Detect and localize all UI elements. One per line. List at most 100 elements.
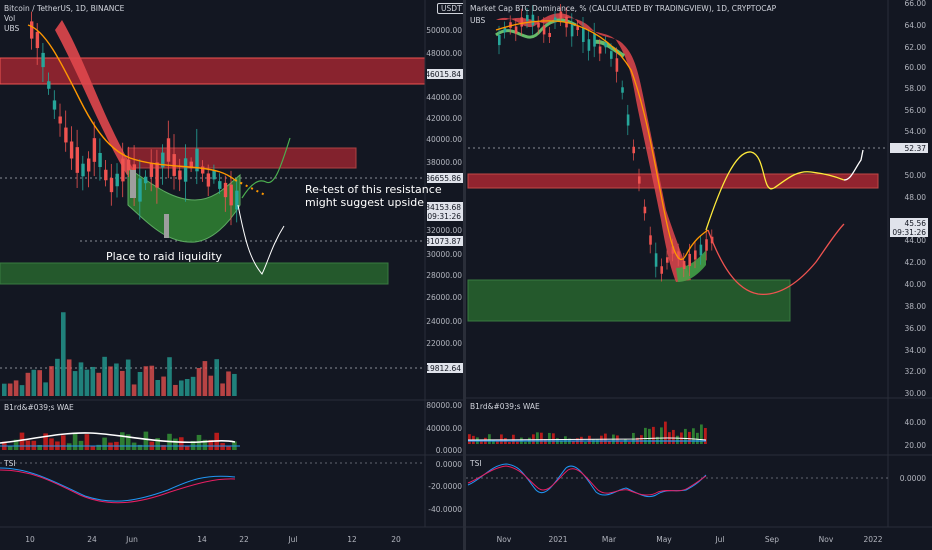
volume-bar (31, 369, 37, 396)
wae-label: B1rd&#039;s WAE (4, 403, 74, 412)
volume-bar (131, 384, 137, 396)
time-axis-tick: Sep (765, 535, 779, 544)
price-axis-tick: 36.00 (905, 324, 927, 333)
candle-body (582, 28, 585, 42)
price-axis-tick: 48000.00 (426, 49, 462, 58)
volume-bar (202, 361, 208, 396)
wae-bar (640, 435, 643, 444)
dominance-candles (498, 3, 714, 282)
wae-bar (564, 436, 567, 444)
time-axis-tick: Nov (819, 535, 834, 544)
dominance-orange-ma (495, 20, 709, 261)
wae-axis-tick: 80000.00 (426, 401, 462, 410)
tsi-axis-tick: 0.0000 (436, 460, 462, 469)
wae-bar (90, 445, 96, 450)
btc-chart-canvas[interactable]: 50000.00 48000.00 44000.00 42000.00 40000.00… (0, 0, 464, 550)
wae-bar (548, 432, 551, 444)
volume-bar (161, 376, 166, 396)
wae-bar (43, 433, 48, 450)
wae-axis-tick: 20.00 (905, 441, 927, 450)
wae-bar (532, 434, 535, 444)
candle-body (121, 158, 125, 182)
wae-histogram (2, 431, 237, 450)
candle-body (87, 158, 91, 172)
candle-body (69, 141, 74, 159)
dominance-ubs-label: UBS (470, 16, 486, 25)
candle-body (542, 25, 546, 35)
wae-bar (31, 440, 37, 450)
wae-bar (596, 439, 599, 444)
volume-bar (149, 365, 155, 396)
tsi-label: TSI (4, 459, 16, 468)
volume-bar (155, 379, 160, 396)
volume-bar (84, 369, 90, 396)
volume-bar (196, 368, 202, 396)
candle-body (570, 23, 574, 37)
price-axis-tick: 42.00 (905, 258, 927, 267)
wae-bar (37, 444, 42, 450)
volume-bar (137, 371, 143, 396)
candle-body (229, 184, 233, 206)
wae-bar (480, 440, 483, 444)
candle-body (98, 152, 102, 168)
volume-bar (108, 366, 113, 396)
price-axis-tick: 26000.00 (426, 293, 462, 302)
volume-bar (125, 359, 131, 396)
candle-body (183, 158, 188, 182)
wae-bar (25, 440, 31, 450)
price-tag-bg (890, 143, 928, 153)
candle-body (30, 21, 34, 39)
wae-bar (540, 432, 543, 444)
candle-body (201, 166, 205, 174)
wae-bar (96, 444, 101, 450)
wae-bar (652, 426, 655, 444)
wae-bar (66, 443, 72, 450)
wae-bar (704, 427, 707, 444)
candle-body (218, 181, 222, 189)
wae-bar (78, 440, 84, 450)
candle-body (126, 159, 131, 171)
candle-body (626, 114, 630, 126)
symbol-title: Bitcoin / TetherUS, 1D, BINANCE (4, 4, 125, 13)
time-axis-tick: 2022 (863, 535, 882, 544)
price-tag-bg (427, 211, 463, 221)
wae-bar (13, 439, 19, 450)
candle-body (149, 163, 154, 177)
raid-liquidity-annotation: Place to raid liquidity (106, 250, 223, 263)
volume-bar (13, 380, 19, 396)
wae-bar (616, 435, 619, 444)
wae-bar (664, 421, 667, 444)
volume-bar (173, 384, 178, 396)
candle-body (178, 170, 182, 180)
candle-body (638, 176, 641, 184)
dominance-chart-panel[interactable]: 66.00 64.00 62.00 60.00 58.00 56.00 54.00 50.00… (466, 0, 932, 550)
candle-body (109, 177, 114, 193)
candle-body (166, 138, 171, 162)
candle-body (531, 14, 535, 26)
volume-bar (179, 380, 184, 396)
dominance-support-zone (467, 279, 791, 322)
tsi-axis-tick: 0.0000 (900, 474, 926, 483)
candle-body (598, 46, 602, 54)
price-axis-tick: 66.00 (905, 0, 927, 8)
price-axis-tick: 60.00 (905, 63, 927, 72)
wae-bar (648, 428, 651, 444)
price-tag-bg (427, 236, 463, 246)
price-axis-tick: 38000.00 (426, 158, 462, 167)
wae-bar (49, 438, 54, 450)
panel-separator[interactable] (463, 0, 466, 550)
wae-bar (552, 433, 555, 444)
time-axis-tick: 10 (25, 535, 35, 544)
quote-currency-button[interactable]: USDT (437, 3, 466, 14)
price-axis-tick: 40.00 (905, 280, 927, 289)
wae-bar (161, 445, 166, 450)
time-axis-tick: Jul (714, 535, 724, 544)
price-tag: 34153.68 (425, 203, 461, 212)
candle-body (576, 25, 579, 31)
btc-chart-panel[interactable]: 50000.00 48000.00 44000.00 42000.00 40000.00… (0, 0, 466, 550)
price-tag-bg (427, 363, 463, 373)
dominance-chart-canvas[interactable]: 66.00 64.00 62.00 60.00 58.00 56.00 54.00 50.00… (466, 0, 932, 550)
volume-bar (90, 366, 96, 396)
price-axis-tick: 28000.00 (426, 271, 462, 280)
volume-bar (49, 366, 54, 396)
